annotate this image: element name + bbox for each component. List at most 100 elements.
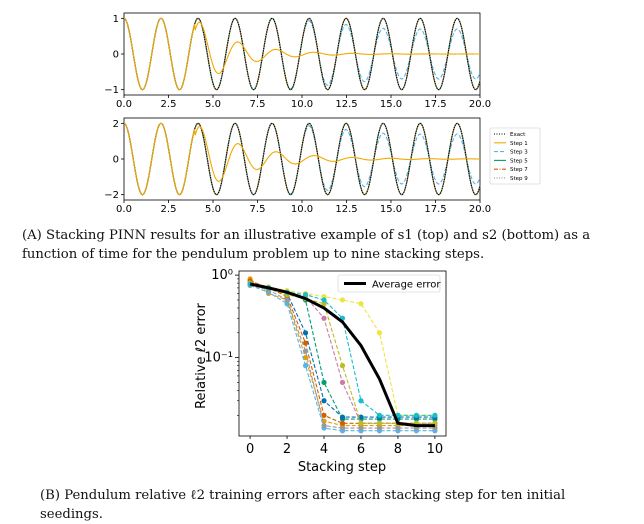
steps-legend: Exact Step 1 Step 3 Step 5 Step 7 Step 9: [489, 127, 541, 185]
seed-point: [302, 293, 309, 300]
seed-point: [395, 420, 401, 426]
bottom-plot-lines: [123, 122, 481, 196]
seed-point: [284, 297, 290, 303]
x-tick-label: 7.5: [250, 99, 266, 110]
error-plot-legend: Average error: [337, 274, 441, 293]
seed-point: [413, 414, 420, 420]
seed-point: [413, 412, 420, 418]
x-tick-label: 2.5: [161, 204, 177, 215]
seed-point: [413, 422, 420, 429]
seed-point: [432, 414, 438, 420]
seed-point: [358, 301, 364, 307]
seed-point: [432, 416, 438, 422]
seed-point: [358, 420, 364, 426]
seed-point: [376, 412, 383, 418]
seed-point: [284, 290, 290, 297]
seed-point: [284, 301, 290, 307]
seed-point: [413, 420, 420, 426]
y-tick-label: 10⁻¹: [204, 351, 233, 366]
seed-point: [358, 425, 364, 431]
caption-b-text: Pendulum relative ℓ2 training errors aft…: [40, 488, 566, 522]
y-tick-label: −1: [104, 85, 119, 96]
seed-point: [358, 428, 364, 434]
seed-line: [249, 282, 435, 420]
top-plot-lines: [123, 17, 481, 91]
seed-point: [321, 379, 327, 386]
caption-a-tag: (A): [22, 228, 42, 243]
average-line: [249, 282, 435, 428]
seed-point: [284, 287, 290, 294]
x-tick-label: 17.5: [424, 99, 446, 110]
seed-point: [432, 412, 438, 418]
legend-label: Step 9: [510, 176, 528, 182]
caption-a: (A) Stacking PINN results for an illustr…: [22, 226, 624, 264]
legend-label: Step 5: [510, 158, 528, 164]
x-tick-label: 15.0: [380, 204, 402, 215]
seed-point: [265, 284, 272, 290]
seed-point: [284, 289, 290, 295]
seed-point: [321, 293, 327, 300]
seed-point: [358, 416, 364, 422]
x-tick-label: 12.5: [335, 204, 357, 215]
x-tick-label: 0.0: [116, 99, 132, 110]
seed-point: [358, 420, 364, 426]
seed-line: [249, 283, 435, 418]
y-tick-label: 0: [113, 50, 119, 61]
seed-point: [395, 422, 401, 429]
x-tick-label: 5.0: [205, 99, 221, 110]
legend-label: Exact: [510, 132, 526, 138]
seed-point: [413, 420, 420, 426]
seed-point: [265, 285, 272, 291]
error-plot-ylabel: Relative ℓ2 error: [194, 302, 209, 408]
x-tick-label: 0: [246, 442, 254, 457]
seed-point: [432, 412, 438, 418]
seed-point: [432, 420, 438, 426]
seed-point: [302, 330, 309, 336]
seed-point: [358, 422, 364, 429]
seed-point: [413, 416, 420, 422]
seed-point: [247, 280, 253, 286]
seed-point: [265, 289, 272, 295]
seed-point: [339, 420, 346, 426]
x-tick-label: 15.0: [380, 99, 402, 110]
seed-point: [284, 293, 290, 300]
seed-point: [395, 420, 401, 426]
seed-point: [339, 422, 346, 429]
seed-point: [284, 290, 290, 297]
seed-point: [321, 297, 327, 303]
seed-point: [358, 414, 364, 420]
seed-point: [376, 422, 383, 429]
seed-point: [432, 420, 438, 426]
seed-point: [339, 363, 346, 369]
seed-point: [339, 379, 346, 386]
seed-line: [249, 282, 435, 424]
seed-point: [321, 422, 327, 429]
y-tick-label: 10⁰: [211, 268, 233, 283]
seed-point: [302, 290, 309, 297]
x-tick-label: 0.0: [116, 204, 132, 215]
seed-line: [249, 281, 435, 416]
seed-line: [249, 280, 435, 424]
seed-point: [376, 420, 383, 426]
seed-point: [376, 416, 383, 422]
seed-point: [395, 420, 401, 426]
x-tick-label: 17.5: [424, 204, 446, 215]
caption-b-tag: (B): [40, 488, 60, 503]
x-tick-label: 10.0: [291, 204, 313, 215]
seed-point: [302, 348, 309, 354]
error-plot-xlabel: Stacking step: [298, 460, 386, 475]
seed-point: [395, 412, 401, 418]
seed-point: [302, 355, 309, 361]
x-tick-label: 12.5: [335, 99, 357, 110]
seed-point: [395, 416, 401, 422]
seed-point: [432, 425, 438, 431]
seed-point: [302, 295, 309, 302]
x-tick-label: 2.5: [161, 99, 177, 110]
seed-point: [321, 418, 327, 424]
seed-point: [247, 280, 253, 286]
seed-point: [376, 420, 383, 426]
seed-point: [265, 285, 272, 291]
seed-line: [249, 278, 435, 427]
figure-a-time-series: 0.0 2.5 5.0 7.5 10.0 12.5 15.0 17.5 20.010−1 0.0…: [104, 12, 541, 215]
error-plot-average-line: [249, 282, 435, 428]
